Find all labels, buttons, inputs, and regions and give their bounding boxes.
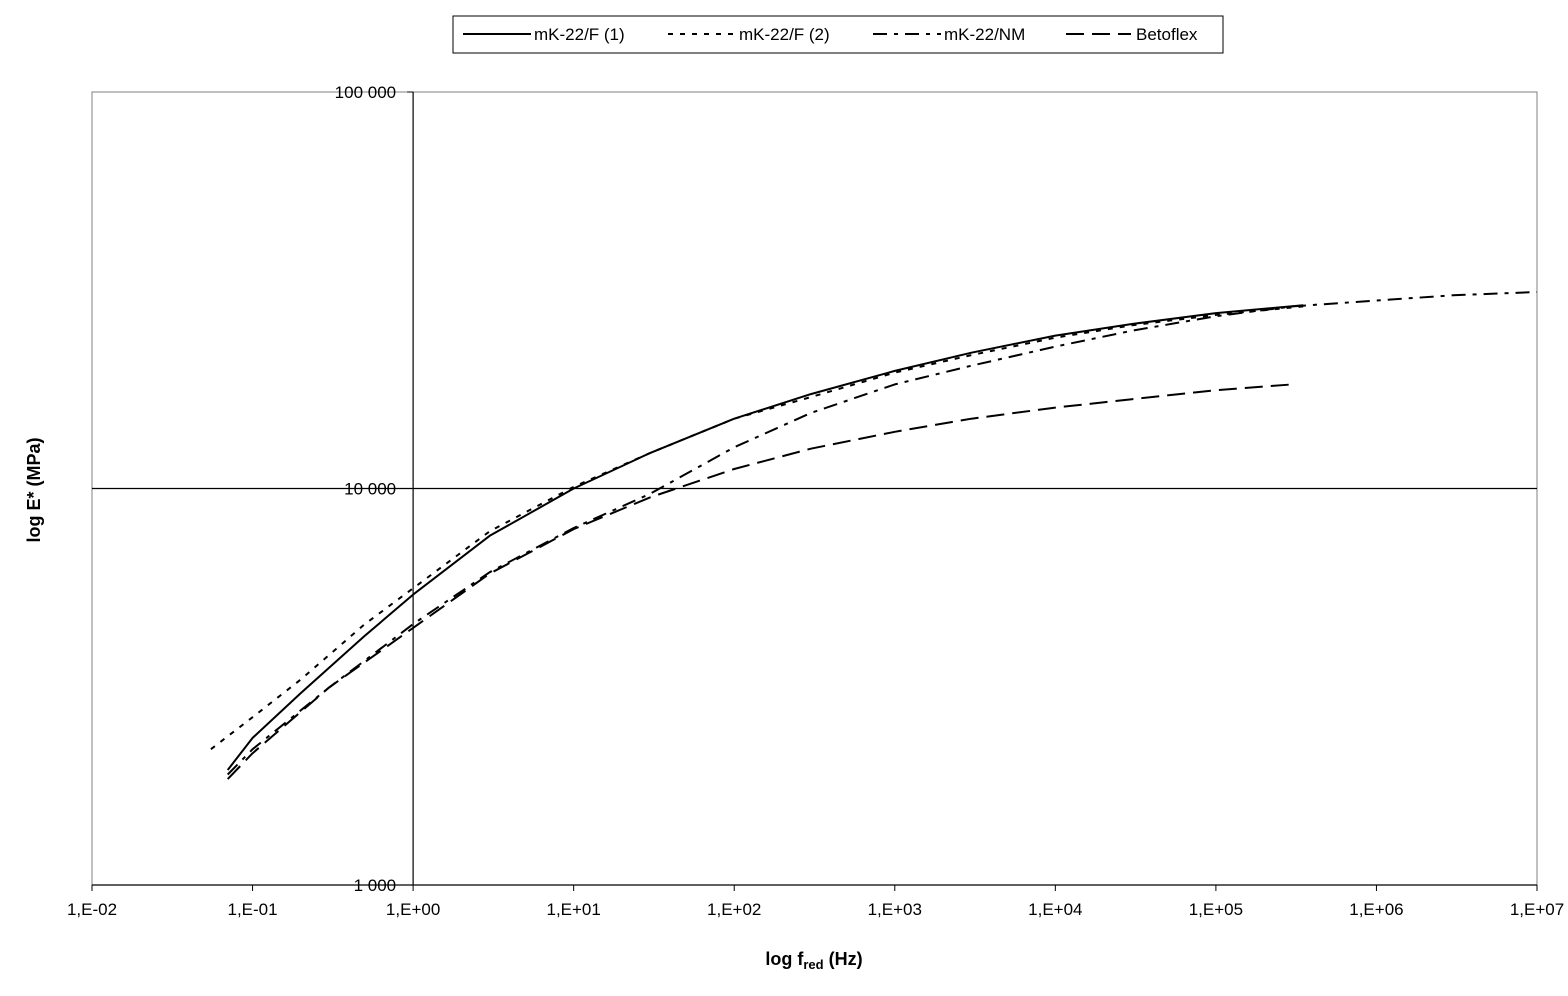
series-layer [210, 291, 1538, 780]
y-tick-label: 10 000 [344, 480, 396, 499]
x-tick-label: 1,E+03 [868, 900, 922, 919]
legend-label-mk22nm: mK-22/NM [944, 25, 1025, 44]
legend-label-betoflex: Betoflex [1136, 25, 1198, 44]
y-axis-ticks: 1 000 10 000 100 000 [335, 83, 414, 895]
x-tick-label: 1,E-02 [67, 900, 117, 919]
x-axis-title-unit: (Hz) [829, 949, 863, 969]
x-axis-title-main: log f [765, 949, 804, 969]
y-axis-title: log E* (MPa) [24, 437, 44, 542]
x-axis-title-sub: red [803, 957, 823, 972]
x-tick-label: 1,E+00 [386, 900, 440, 919]
x-tick-label: 1,E-01 [228, 900, 278, 919]
legend-label-mk22f1: mK-22/F (1) [534, 25, 625, 44]
x-tick-label: 1,E+02 [707, 900, 761, 919]
x-axis-title: log fred (Hz) [765, 949, 862, 972]
x-tick-label: 1,E+01 [546, 900, 600, 919]
y-tick-label: 100 000 [335, 83, 396, 102]
legend-label-mk22f2: mK-22/F (2) [739, 25, 830, 44]
series-line-betoflex [226, 383, 1293, 780]
series-line-mk-22-f-2 [210, 305, 1304, 750]
legend: mK-22/F (1) mK-22/F (2) mK-22/NM Betofle… [452, 15, 1224, 54]
x-tick-label: 1,E+05 [1189, 900, 1243, 919]
x-tick-label: 1,E+07 [1510, 900, 1564, 919]
y-tick-label: 1 000 [354, 876, 397, 895]
x-axis-ticks: 1,E-02 1,E-01 1,E+00 1,E+01 1,E+02 1,E+03 1,E+… [67, 884, 1564, 919]
x-tick-label: 1,E+04 [1028, 900, 1082, 919]
x-tick-label: 1,E+06 [1349, 900, 1403, 919]
